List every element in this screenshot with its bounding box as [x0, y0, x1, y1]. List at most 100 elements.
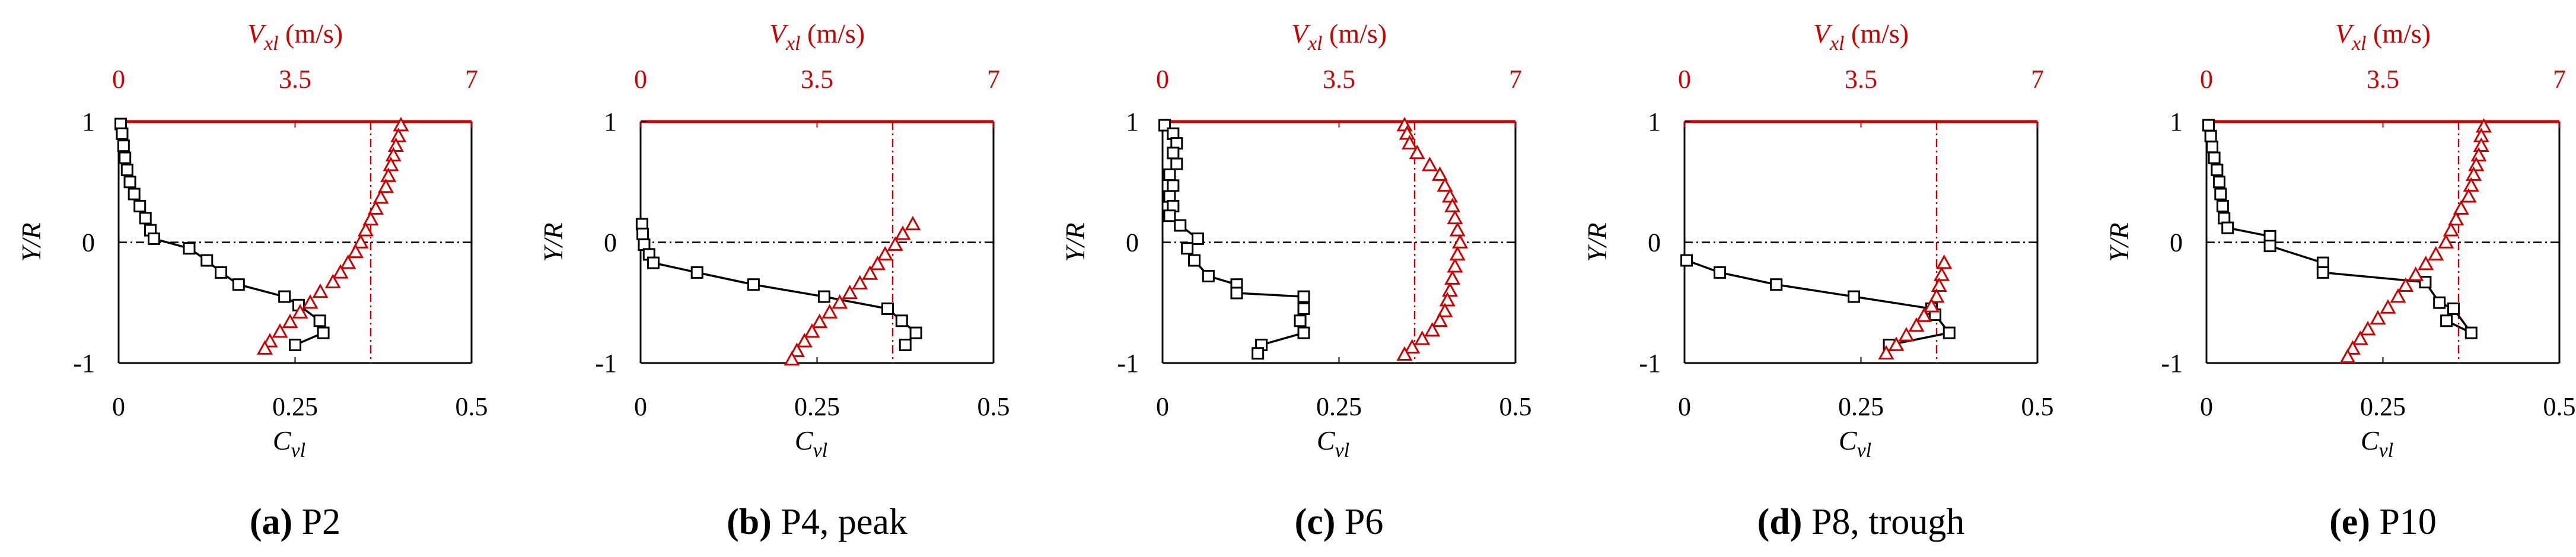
vxl-data-point [804, 323, 820, 338]
cvl-data-point [881, 302, 894, 315]
cvl-data-point [232, 278, 245, 291]
bottom-axis-title: Cvl [795, 425, 827, 461]
vxl-data-point [1396, 346, 1413, 361]
left-tick-label: 1 [82, 107, 95, 136]
cvl-data-point [128, 187, 141, 200]
cvl-data-point [1163, 168, 1176, 182]
vxl-data-point [1444, 270, 1461, 285]
vxl-data-point [2344, 340, 2361, 355]
cvl-data-point [1297, 326, 1310, 339]
vxl-data-point [272, 323, 288, 338]
vxl-data-point [383, 157, 399, 171]
left-tick-label: 1 [1648, 107, 1661, 136]
top-tick-label: 3.5 [279, 65, 311, 94]
bottom-tick-label: 0.5 [2543, 392, 2576, 421]
cvl-data-point [2440, 314, 2453, 327]
cvl-data-point [817, 290, 830, 303]
vxl-data-point [2448, 211, 2464, 226]
bottom-tick-label: 0.25 [272, 392, 318, 421]
vxl-data-point [862, 265, 878, 280]
vxl-data-point [796, 333, 813, 348]
vxl-data-point [1399, 125, 1415, 140]
caption-text: P10 [2370, 502, 2437, 542]
vxl-data-point [2390, 288, 2406, 303]
left-tick-label: -1 [2161, 349, 2183, 378]
caption-text: P4, peak [772, 502, 908, 542]
left-tick-label: 0 [1648, 228, 1661, 257]
cvl-data-point [747, 278, 760, 291]
left-tick-label: 0 [82, 228, 95, 257]
vxl-data-point [784, 351, 800, 366]
bottom-axis-subscript: vl [1857, 440, 1872, 461]
vxl-data-point [2463, 177, 2479, 192]
vxl-data-point [2443, 222, 2459, 237]
cvl-data-point [1714, 266, 1726, 279]
vxl-data-point [2475, 118, 2492, 133]
top-tick-label: 0 [112, 65, 125, 94]
cvl-data-point [116, 127, 129, 140]
bottom-tick-label: 0 [1156, 392, 1169, 421]
cvl-data-point [1192, 232, 1204, 245]
vxl-data-point [1451, 234, 1469, 249]
vxl-data-point [1936, 254, 1953, 269]
bottom-axis-symbol: C [2361, 425, 2380, 456]
cvl-data-point [2447, 302, 2460, 315]
top-tick-label: 7 [1509, 65, 1522, 94]
caption-text: P8, trough [1802, 502, 1964, 542]
cvl-data-point [1167, 179, 1180, 192]
vxl-data-point [852, 275, 868, 289]
vxl-data-point [387, 137, 405, 152]
bottom-axis-title: Cvl [1317, 425, 1349, 461]
vxl-data-point [1908, 317, 1925, 332]
panel-caption: (e) P10 [2329, 502, 2437, 542]
cvl-data-point [2216, 199, 2229, 212]
vxl-data-point [1447, 209, 1463, 225]
vxl-data-point [811, 313, 828, 329]
vxl-data-point [1931, 277, 1947, 292]
vxl-data-point [367, 200, 384, 215]
vxl-data-point [347, 243, 364, 259]
bottom-axis-symbol: C [1839, 425, 1858, 456]
cvl-profile-line [1164, 124, 1305, 354]
vxl-data-point [1916, 307, 1932, 322]
vxl-data-point [1431, 166, 1448, 181]
top-axis-title: Vxl (m/s) [769, 18, 865, 55]
panel-caption: (a) P2 [250, 502, 340, 542]
bottom-tick-label: 0 [634, 392, 647, 421]
bottom-axis-symbol: C [795, 425, 814, 456]
cvl-data-point [2464, 326, 2478, 339]
vxl-data-point [2438, 234, 2454, 249]
cvl-data-point [2214, 187, 2227, 200]
top-axis-subscript: xl [2351, 33, 2367, 55]
left-tick-label: 0 [1126, 228, 1139, 257]
cvl-data-point [1230, 287, 1243, 300]
top-tick-label: 0 [634, 65, 647, 94]
left-tick-label: -1 [595, 349, 617, 378]
vxl-data-point [887, 236, 903, 251]
cvl-data-point [2211, 163, 2224, 176]
vxl-data-point [821, 304, 838, 319]
bottom-axis-subscript: vl [813, 440, 828, 461]
caption-text: P6 [1335, 502, 1383, 542]
left-tick-label: -1 [1639, 349, 1661, 378]
cvl-data-point [1848, 290, 1861, 303]
vxl-data-point [390, 128, 407, 142]
caption-letter: (c) [1295, 502, 1336, 542]
vxl-data-point [877, 246, 893, 261]
vxl-data-point [1437, 177, 1453, 192]
vxl-data-point [2360, 320, 2376, 336]
cvl-data-point [2316, 266, 2329, 279]
vxl-data-point [1444, 198, 1461, 212]
cvl-data-point [1181, 242, 1194, 255]
vxl-data-point [1404, 339, 1421, 354]
vxl-data-point [324, 273, 341, 288]
vxl-data-point [256, 340, 273, 355]
top-axis-subscript: xl [1307, 33, 1323, 55]
top-axis-subscript: xl [263, 33, 279, 55]
left-axis-title: Y/R [2104, 222, 2134, 262]
vxl-data-point [1424, 322, 1441, 337]
cvl-data-point [1943, 326, 1956, 339]
top-axis-symbol: V [2335, 18, 2355, 49]
top-axis-unit: (m/s) [279, 18, 343, 49]
